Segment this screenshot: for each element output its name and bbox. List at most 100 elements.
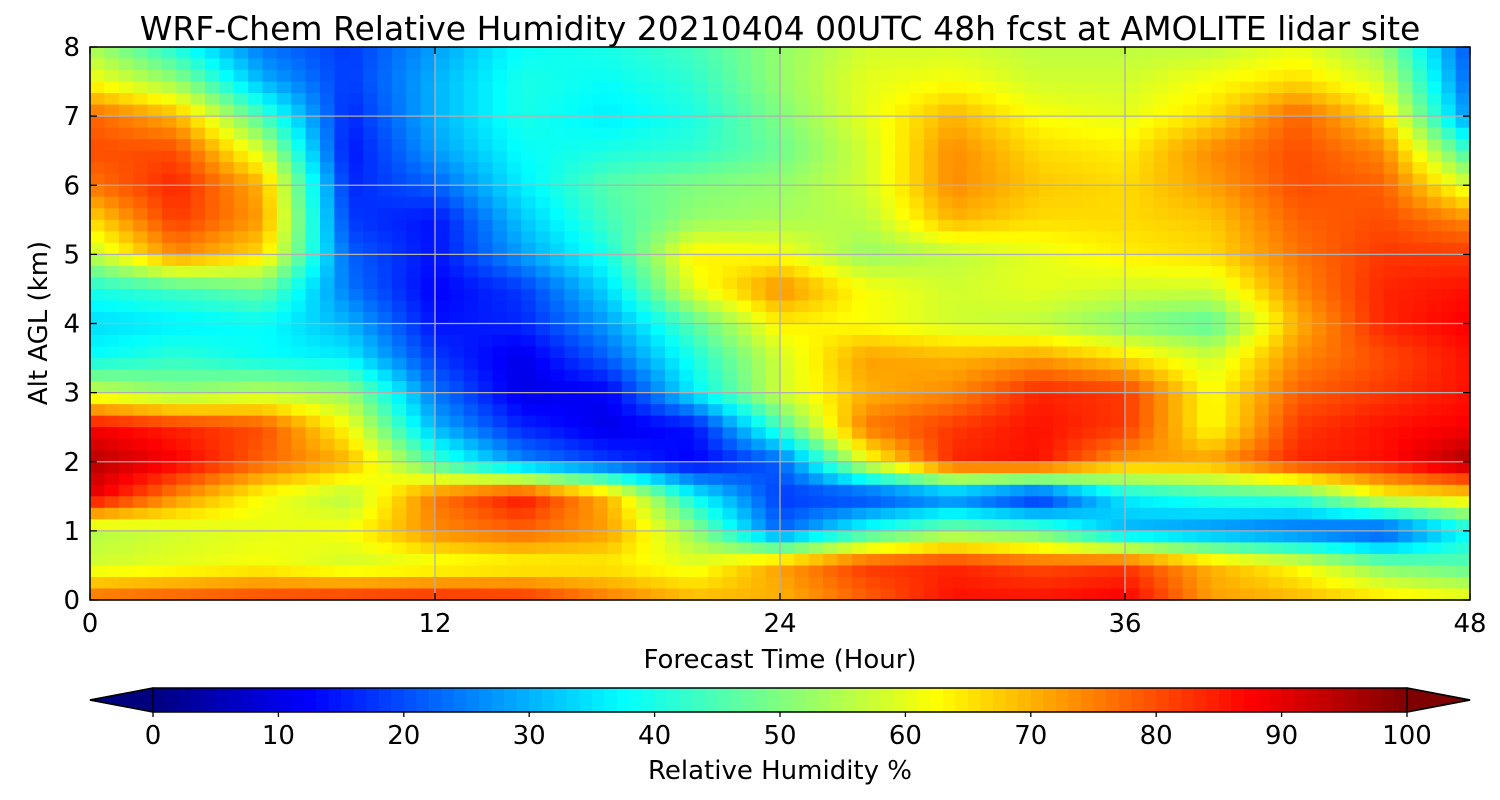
heat-cell bbox=[1311, 427, 1327, 440]
heat-cell bbox=[1398, 507, 1414, 520]
heat-cell bbox=[736, 162, 752, 175]
heat-cell bbox=[1283, 358, 1299, 371]
heat-cell bbox=[320, 438, 335, 451]
heat-cell bbox=[621, 473, 637, 486]
heat-cell bbox=[593, 254, 609, 267]
heat-cell bbox=[808, 288, 824, 302]
heat-cell bbox=[391, 300, 407, 313]
heat-cell bbox=[1168, 300, 1184, 313]
heat-cell bbox=[1283, 484, 1299, 497]
heat-cell bbox=[391, 93, 407, 106]
heat-cell bbox=[966, 47, 982, 60]
heat-cell bbox=[995, 404, 1011, 417]
heat-cell bbox=[1254, 277, 1270, 290]
heat-cell bbox=[463, 542, 479, 555]
heat-cell bbox=[147, 392, 163, 405]
heat-cell bbox=[607, 196, 623, 209]
heat-cell bbox=[808, 208, 824, 221]
heat-cell bbox=[1225, 427, 1241, 440]
heat-cell bbox=[291, 323, 307, 336]
colorbar-segment bbox=[1068, 688, 1082, 712]
heat-cell bbox=[808, 404, 824, 417]
heat-cell bbox=[1096, 346, 1112, 359]
heat-cell bbox=[161, 300, 177, 313]
heat-cell bbox=[851, 173, 867, 186]
heat-cell bbox=[449, 116, 465, 129]
heat-cell bbox=[506, 162, 522, 175]
heat-cell bbox=[276, 70, 292, 83]
heat-cell bbox=[923, 427, 939, 440]
heat-cell bbox=[1096, 542, 1112, 555]
heat-cell bbox=[334, 427, 350, 440]
heat-cell bbox=[1311, 358, 1327, 371]
heat-cell bbox=[866, 231, 882, 244]
heat-cell bbox=[1211, 242, 1227, 255]
heat-cell bbox=[823, 162, 839, 175]
heat-cell bbox=[751, 496, 767, 509]
heat-cell bbox=[966, 323, 982, 336]
heat-cell bbox=[320, 265, 335, 279]
heat-cell bbox=[866, 300, 882, 313]
heat-cell bbox=[1426, 58, 1442, 71]
heat-cell bbox=[334, 185, 350, 198]
heat-cell bbox=[880, 519, 896, 532]
heat-cell bbox=[808, 530, 824, 543]
heat-cell bbox=[895, 288, 910, 302]
heat-cell bbox=[621, 185, 637, 198]
heat-cell bbox=[722, 277, 738, 290]
heat-cell bbox=[909, 358, 925, 371]
humidity-field bbox=[90, 47, 1470, 600]
heat-cell bbox=[909, 323, 925, 336]
heat-cell bbox=[880, 461, 896, 474]
heat-cell bbox=[1125, 288, 1140, 302]
heat-cell bbox=[176, 208, 192, 221]
heat-cell bbox=[334, 542, 350, 555]
heat-cell bbox=[1182, 576, 1198, 590]
heat-cell bbox=[248, 381, 264, 394]
heat-cell bbox=[880, 288, 896, 302]
heat-cell bbox=[348, 323, 364, 336]
heat-cell bbox=[305, 530, 321, 543]
heat-cell bbox=[679, 93, 695, 106]
heat-cell bbox=[808, 150, 824, 163]
heat-cell bbox=[363, 450, 379, 463]
heat-cell bbox=[1311, 311, 1327, 325]
heat-cell bbox=[1182, 277, 1198, 290]
heat-cell bbox=[1283, 265, 1299, 279]
colorbar-segment bbox=[930, 688, 944, 712]
heat-cell bbox=[104, 576, 120, 590]
heat-cell bbox=[593, 139, 609, 152]
heat-cell bbox=[550, 254, 565, 267]
heat-cell bbox=[938, 323, 954, 336]
heat-cell bbox=[1254, 162, 1270, 175]
heat-cell bbox=[133, 542, 149, 555]
heat-cell bbox=[420, 311, 436, 325]
heat-cell bbox=[693, 81, 709, 94]
heat-cell bbox=[607, 231, 623, 244]
heat-cell bbox=[1355, 127, 1370, 140]
heat-cell bbox=[751, 231, 767, 244]
heat-cell bbox=[363, 519, 379, 532]
heat-cell bbox=[1081, 576, 1097, 590]
heat-cell bbox=[1369, 104, 1385, 117]
heat-cell bbox=[1326, 242, 1342, 255]
heat-cell bbox=[880, 392, 896, 405]
heat-cell bbox=[823, 127, 839, 140]
heat-cell bbox=[1081, 346, 1097, 359]
heat-cell bbox=[1153, 519, 1169, 532]
heat-cell bbox=[607, 185, 623, 198]
heat-cell bbox=[550, 81, 565, 94]
heat-cell bbox=[1268, 335, 1284, 348]
heat-cell bbox=[895, 415, 910, 428]
heat-cell bbox=[435, 496, 450, 509]
heat-cell bbox=[420, 369, 436, 382]
heat-cell bbox=[506, 565, 522, 578]
heat-cell bbox=[665, 530, 680, 543]
heat-cell bbox=[276, 81, 292, 94]
heat-cell bbox=[981, 265, 997, 279]
heat-cell bbox=[391, 81, 407, 94]
heat-cell bbox=[1369, 542, 1385, 555]
heat-cell bbox=[593, 496, 609, 509]
heat-cell bbox=[521, 185, 537, 198]
heat-cell bbox=[492, 208, 508, 221]
